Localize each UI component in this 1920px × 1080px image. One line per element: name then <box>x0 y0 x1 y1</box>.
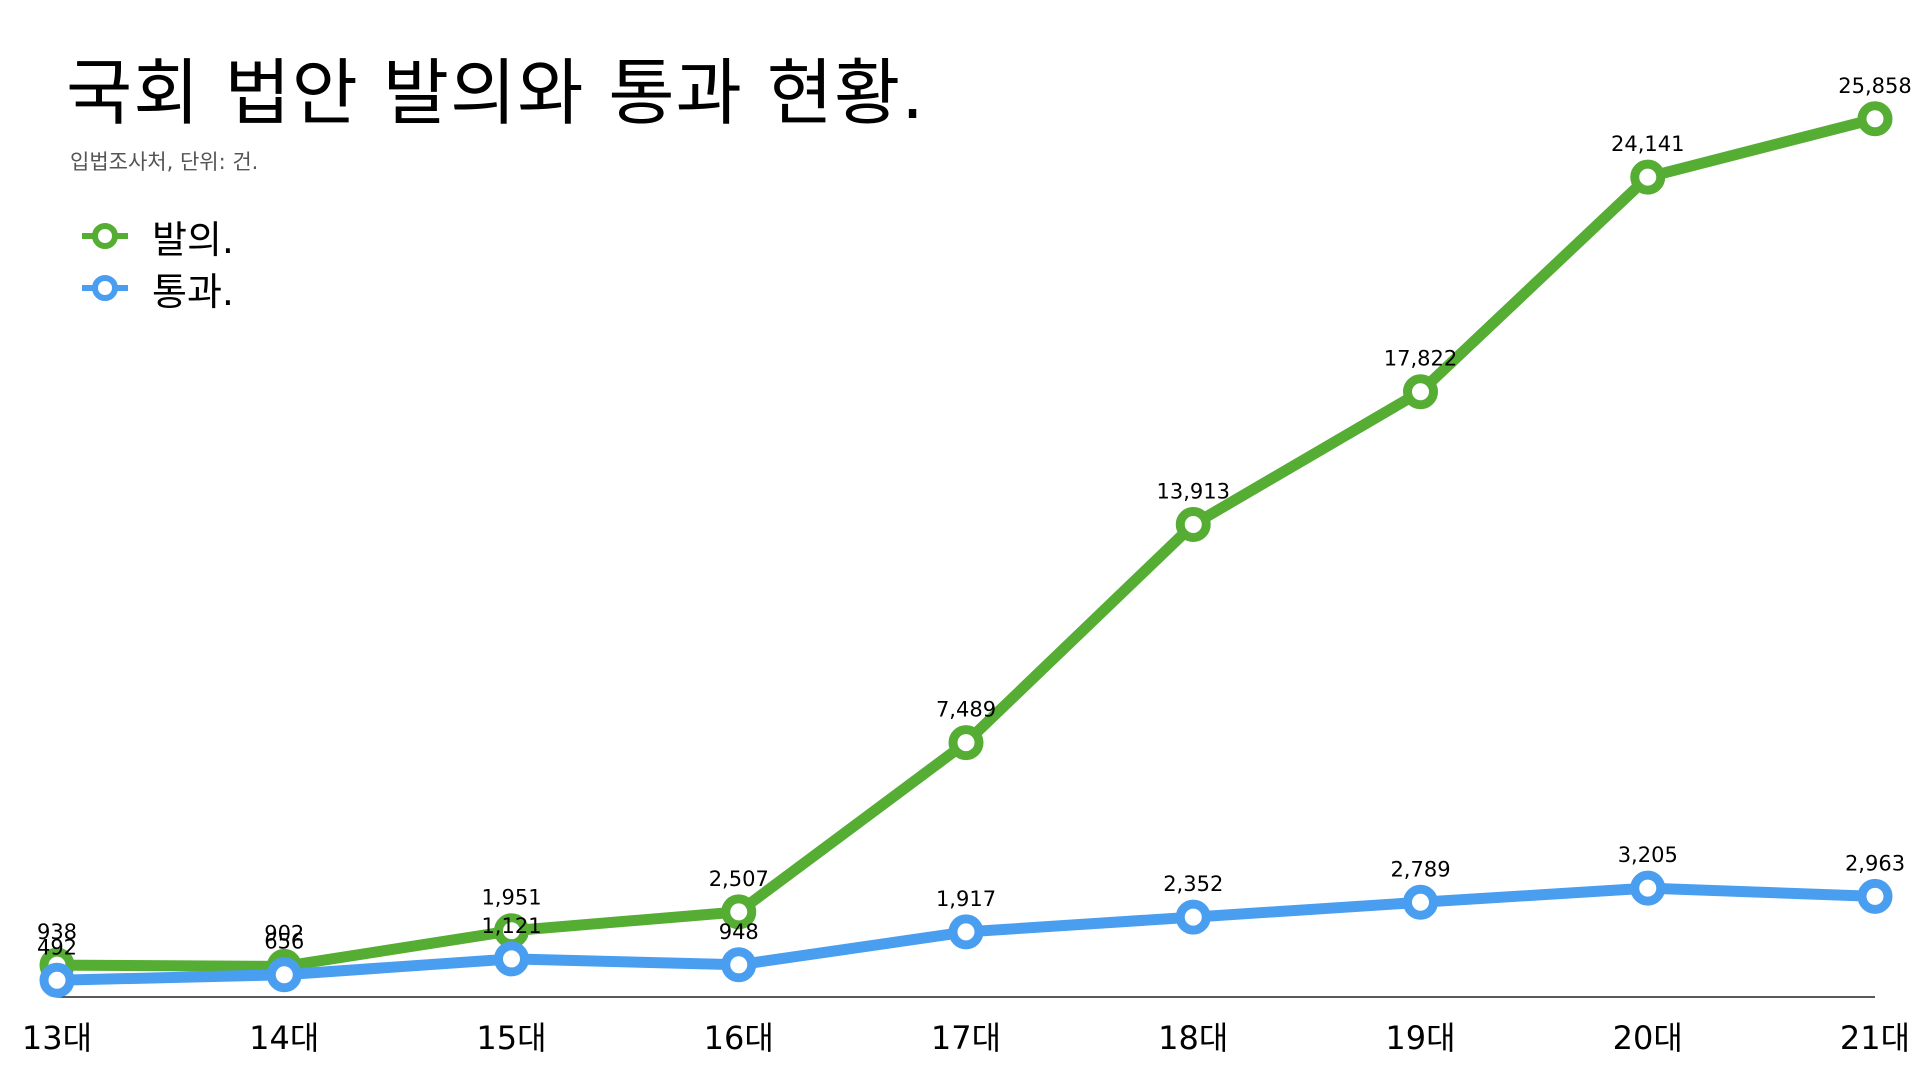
data-label-passed: 948 <box>719 920 759 944</box>
x-tick-label: 17대 <box>931 1019 1001 1057</box>
data-label-proposed: 7,489 <box>936 698 996 722</box>
data-point-passed <box>1630 870 1666 906</box>
data-label-proposed: 2,507 <box>709 867 769 891</box>
data-point-passed <box>494 941 529 977</box>
data-point-proposed <box>1857 101 1893 137</box>
data-label-passed: 1,121 <box>481 914 541 938</box>
data-point-passed <box>266 957 302 993</box>
data-label-passed: 656 <box>264 930 304 954</box>
data-label-proposed: 902 <box>264 921 304 945</box>
data-point-passed <box>1175 899 1211 935</box>
data-label-proposed: 1,951 <box>481 886 541 910</box>
legend-item-proposed: 발의. <box>80 210 234 262</box>
data-point-passed <box>948 914 984 950</box>
data-point-passed <box>1403 884 1438 920</box>
x-tick-label: 21대 <box>1840 1019 1910 1057</box>
legend-label-proposed: 발의. <box>152 217 234 262</box>
data-label-passed: 3,205 <box>1618 843 1678 867</box>
data-label-proposed: 938 <box>37 920 77 944</box>
data-point-proposed <box>948 725 984 761</box>
data-label-proposed: 13,913 <box>1157 479 1230 503</box>
legend-item-passed: 통과. <box>80 262 234 314</box>
data-label-passed: 2,352 <box>1163 872 1223 896</box>
data-point-proposed <box>721 894 757 930</box>
x-tick-label: 15대 <box>476 1019 546 1057</box>
legend-marker-proposed <box>82 223 128 249</box>
data-label-passed: 492 <box>37 935 77 959</box>
x-tick-label: 20대 <box>1613 1019 1683 1057</box>
data-point-passed <box>1857 878 1893 914</box>
x-tick-label: 18대 <box>1158 1019 1228 1057</box>
x-tick-label: 13대 <box>22 1019 92 1057</box>
chart-title: 국회 법안 발의와 통과 현황. <box>66 51 926 135</box>
data-label-passed: 1,917 <box>936 887 996 911</box>
series-line-proposed <box>51 113 1881 972</box>
data-label-passed: 2,963 <box>1845 851 1905 875</box>
data-label-passed: 2,789 <box>1390 857 1450 881</box>
x-tick-label: 16대 <box>704 1019 774 1057</box>
chart-subtitle: 입법조사처, 단위: 건. <box>70 150 259 174</box>
data-point-proposed <box>1403 374 1438 410</box>
data-point-proposed <box>1630 159 1666 195</box>
legend-label-passed: 통과. <box>152 269 234 314</box>
data-point-passed <box>721 947 757 983</box>
legend: 발의. 통과. <box>80 210 234 314</box>
data-label-proposed: 24,141 <box>1611 132 1684 156</box>
x-tick-label: 14대 <box>249 1019 319 1057</box>
data-label-proposed: 25,858 <box>1838 74 1911 98</box>
x-tick-label: 19대 <box>1385 1019 1455 1057</box>
data-point-passed <box>39 962 75 998</box>
legend-marker-passed <box>82 275 128 301</box>
data-point-proposed <box>1175 506 1211 542</box>
data-label-proposed: 17,822 <box>1384 347 1457 371</box>
